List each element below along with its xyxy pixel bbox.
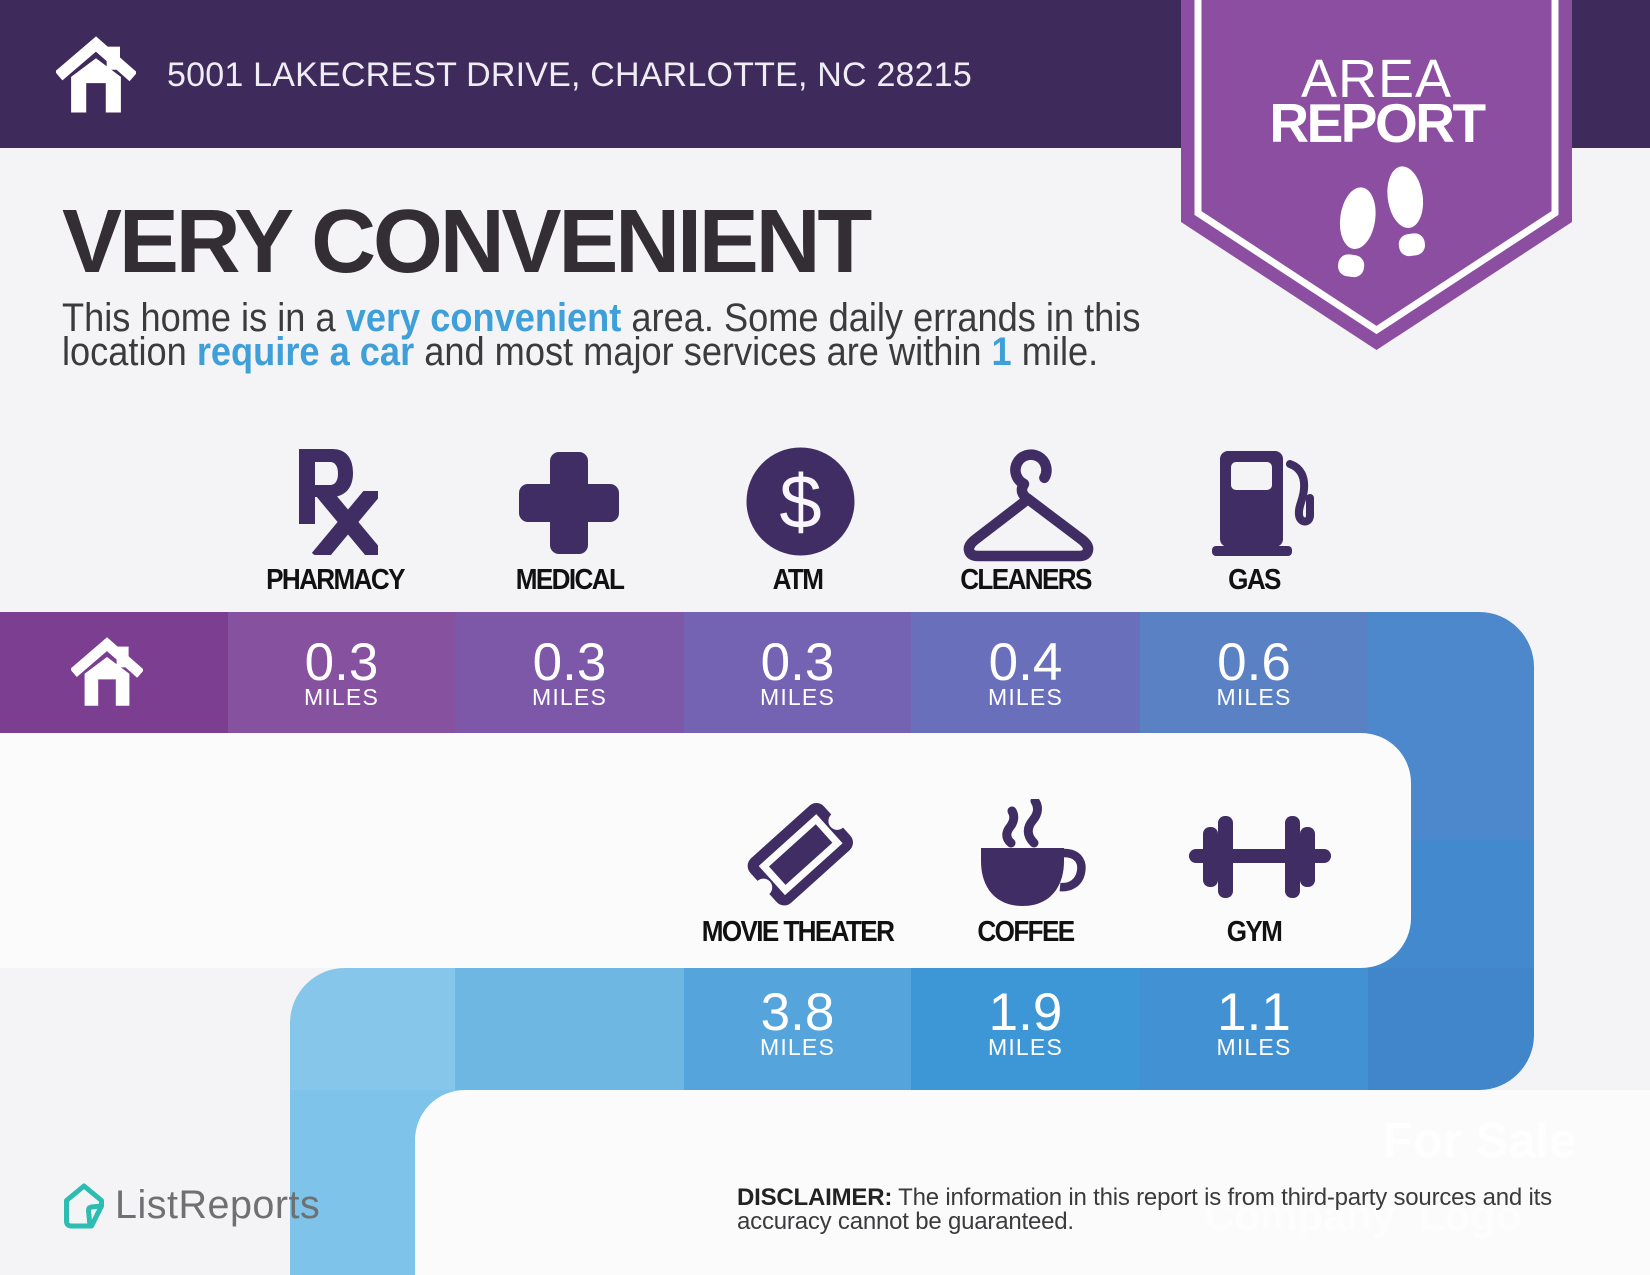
svg-text:REPORT: REPORT: [1269, 92, 1485, 154]
svg-text:AREA: AREA: [1301, 49, 1452, 109]
svg-text:$: $: [779, 460, 821, 545]
